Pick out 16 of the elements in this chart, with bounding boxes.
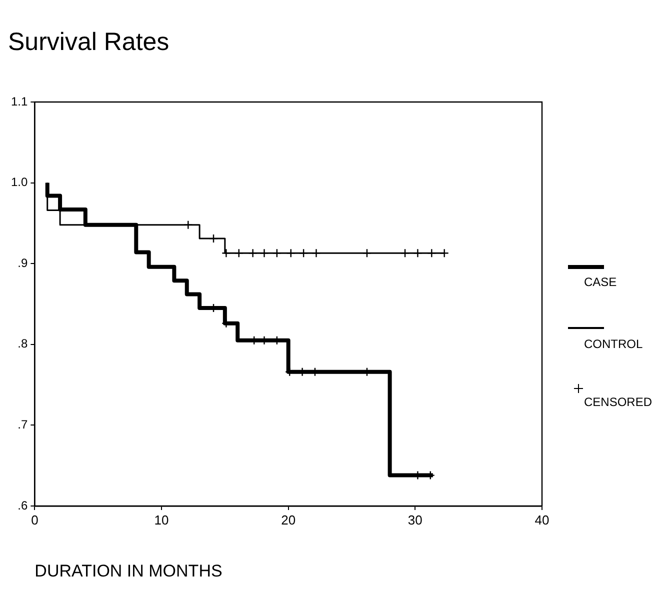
legend-label: CONTROL: [584, 337, 643, 351]
y-tick-label: .7: [18, 418, 28, 432]
y-tick-label: .9: [18, 256, 28, 270]
x-axis-title: DURATION IN MONTHS: [34, 561, 222, 580]
x-tick-label: 40: [534, 512, 550, 528]
y-tick-label: 1.0: [10, 175, 28, 190]
y-tick-label: .8: [18, 336, 28, 351]
x-tick-label: 20: [281, 512, 296, 528]
y-tick-label: .6: [18, 498, 28, 512]
chart-title: Survival Rates: [8, 28, 170, 56]
y-tick-label: 1.1: [10, 94, 28, 108]
legend-label: CASE: [584, 275, 617, 289]
legend-label: CENSORED: [584, 395, 652, 409]
x-tick-label: 30: [408, 512, 422, 528]
x-tick-label: 0: [31, 512, 38, 528]
x-tick-label: 10: [154, 512, 169, 528]
